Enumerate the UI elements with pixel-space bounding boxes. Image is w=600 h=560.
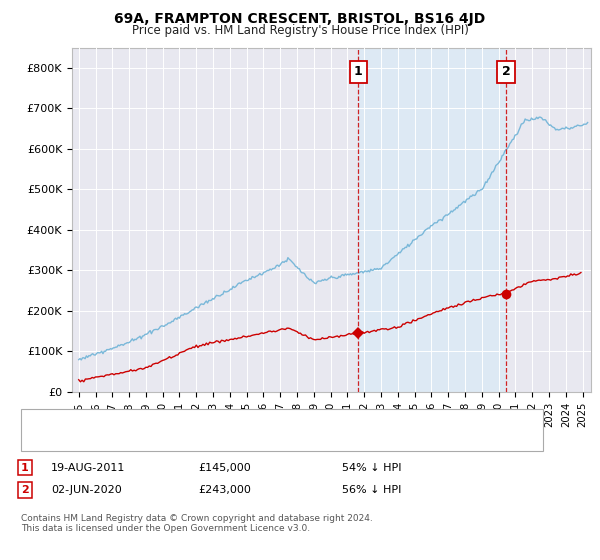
Text: 19-AUG-2011: 19-AUG-2011 [51,463,125,473]
Text: ——: —— [27,414,52,427]
Text: Price paid vs. HM Land Registry's House Price Index (HPI): Price paid vs. HM Land Registry's House … [131,24,469,36]
Text: HPI: Average price, detached house, City of Bristol: HPI: Average price, detached house, City… [60,435,323,445]
Text: ——: —— [27,434,52,447]
Text: Contains HM Land Registry data © Crown copyright and database right 2024.
This d: Contains HM Land Registry data © Crown c… [21,514,373,533]
Text: 2: 2 [502,66,511,78]
Bar [358,48,506,392]
Text: 69A, FRAMPTON CRESCENT, BRISTOL, BS16 4JD: 69A, FRAMPTON CRESCENT, BRISTOL, BS16 4J… [115,12,485,26]
Text: £145,000: £145,000 [198,463,251,473]
Text: 02-JUN-2020: 02-JUN-2020 [51,485,122,495]
Text: 2: 2 [21,485,29,495]
Text: 1: 1 [354,66,363,78]
Text: £243,000: £243,000 [198,485,251,495]
Text: 56% ↓ HPI: 56% ↓ HPI [342,485,401,495]
Text: 1: 1 [21,463,29,473]
Text: 69A, FRAMPTON CRESCENT, BRISTOL, BS16 4JD (detached house): 69A, FRAMPTON CRESCENT, BRISTOL, BS16 4J… [60,416,403,426]
Text: 54% ↓ HPI: 54% ↓ HPI [342,463,401,473]
